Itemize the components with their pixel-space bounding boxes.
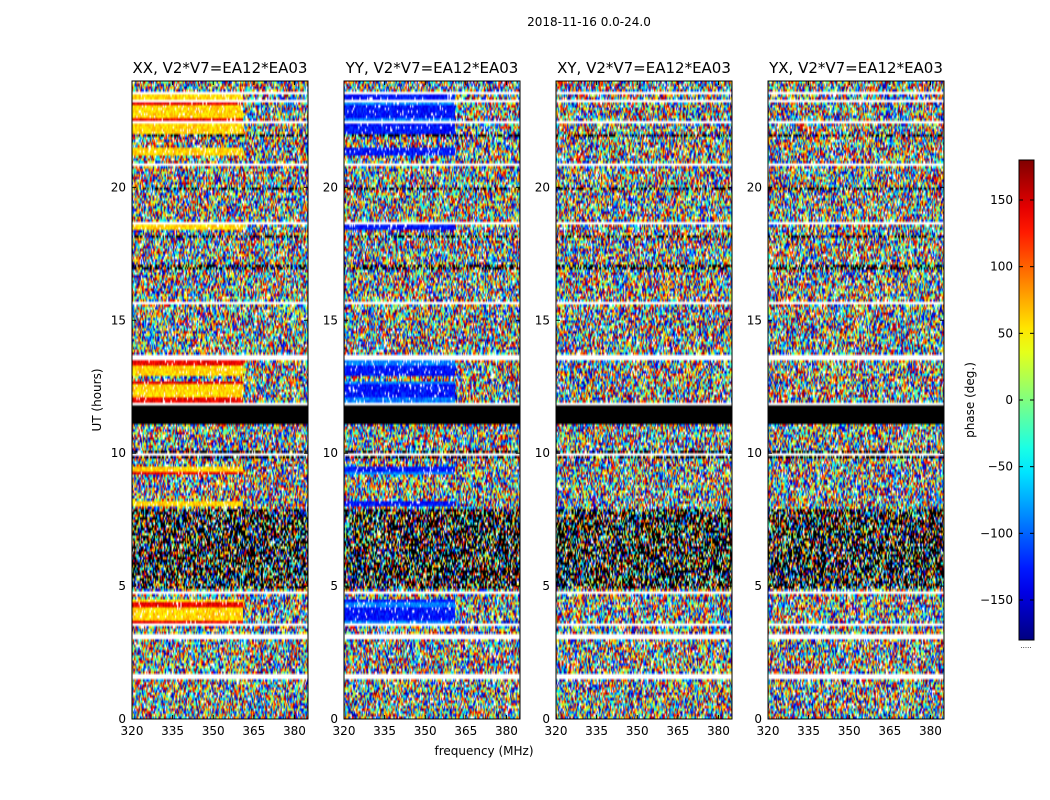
- y-tick-label: 20: [323, 180, 338, 194]
- panels: XX, V2*V7=EA12*EA03 320 335 350 365 380 0 5 10 15…: [111, 59, 945, 738]
- y-tick-label: 15: [535, 313, 550, 327]
- x-tick-label: 350: [838, 724, 861, 738]
- y-axis-label: UT (hours): [90, 368, 104, 431]
- y-tick-label: 0: [542, 712, 550, 726]
- y-tick-label: 10: [747, 446, 762, 460]
- figure-suptitle: 2018-11-16 0.0-24.0: [527, 15, 651, 29]
- y-tick-label: 10: [535, 446, 550, 460]
- x-tick-label: 320: [757, 724, 780, 738]
- axes-frame: [131, 80, 309, 720]
- panel-xx: XX, V2*V7=EA12*EA03 320 335 350 365 380 0 5 10 15…: [111, 59, 309, 738]
- heatmap-image: [132, 81, 308, 719]
- colorbar-tick-label: −100: [980, 526, 1013, 540]
- axes-frame: [343, 80, 521, 720]
- y-tick-label: 0: [754, 712, 762, 726]
- x-tick-label: 350: [202, 724, 225, 738]
- panel-yx: YX, V2*V7=EA12*EA03 320 335 350 365 380 0 5 10 15…: [747, 59, 945, 738]
- x-tick-label: 380: [707, 724, 730, 738]
- y-tick-label: 10: [323, 446, 338, 460]
- heatmap-image: [344, 81, 520, 719]
- y-tick-label: 15: [111, 313, 126, 327]
- y-tick-label: 15: [323, 313, 338, 327]
- colorbar: 150 100 50 0 −50 −100 −150: [980, 159, 1035, 641]
- x-axis-label: frequency (MHz): [434, 744, 533, 758]
- y-tick-label: 20: [535, 180, 550, 194]
- y-tick-label: 20: [747, 180, 762, 194]
- y-tick-label: 5: [542, 579, 550, 593]
- axes-frame: [767, 80, 945, 720]
- colorbar-label: phase (deg.): [963, 362, 977, 438]
- heatmap-image: [768, 81, 944, 719]
- y-tick-label: 0: [330, 712, 338, 726]
- x-tick-label: 320: [121, 724, 144, 738]
- x-tick-label: 320: [333, 724, 356, 738]
- colorbar-tick-label: 150: [990, 193, 1013, 207]
- panel-title: XY, V2*V7=EA12*EA03: [557, 59, 731, 77]
- colorbar-tick-label: 50: [998, 326, 1013, 340]
- colorbar-tick-label: 0: [1005, 393, 1013, 407]
- x-tick-label: 350: [414, 724, 437, 738]
- panel-title: YY, V2*V7=EA12*EA03: [345, 59, 519, 77]
- y-tick-label: 20: [111, 180, 126, 194]
- panel-title: XX, V2*V7=EA12*EA03: [133, 59, 308, 77]
- x-tick-label: 380: [919, 724, 942, 738]
- x-tick-label: 335: [797, 724, 820, 738]
- x-tick-label: 365: [666, 724, 689, 738]
- y-tick-label: 15: [747, 313, 762, 327]
- x-tick-label: 350: [626, 724, 649, 738]
- colorbar-tick-label: 100: [990, 260, 1013, 274]
- y-tick-label: 5: [330, 579, 338, 593]
- colorbar-footer: .....: [1020, 642, 1031, 650]
- heatmap-image: [556, 81, 732, 719]
- x-tick-label: 335: [585, 724, 608, 738]
- panel-xy: XY, V2*V7=EA12*EA03 320 335 350 365 380 0 5 10 15…: [535, 59, 733, 738]
- x-tick-label: 365: [242, 724, 265, 738]
- panel-yy: YY, V2*V7=EA12*EA03 320 335 350 365 380 0 5 10 15…: [323, 59, 521, 738]
- x-tick-label: 365: [454, 724, 477, 738]
- x-tick-label: 365: [878, 724, 901, 738]
- y-tick-label: 10: [111, 446, 126, 460]
- x-tick-label: 380: [283, 724, 306, 738]
- y-tick-label: 5: [118, 579, 126, 593]
- x-tick-label: 335: [161, 724, 184, 738]
- x-tick-label: 320: [545, 724, 568, 738]
- colorbar-tick-label: −50: [988, 460, 1013, 474]
- panel-title: YX, V2*V7=EA12*EA03: [768, 59, 943, 77]
- y-tick-label: 5: [754, 579, 762, 593]
- axes-frame: [555, 80, 733, 720]
- colorbar-tick-label: −150: [980, 593, 1013, 607]
- y-tick-label: 0: [118, 712, 126, 726]
- x-tick-label: 380: [495, 724, 518, 738]
- x-tick-label: 335: [373, 724, 396, 738]
